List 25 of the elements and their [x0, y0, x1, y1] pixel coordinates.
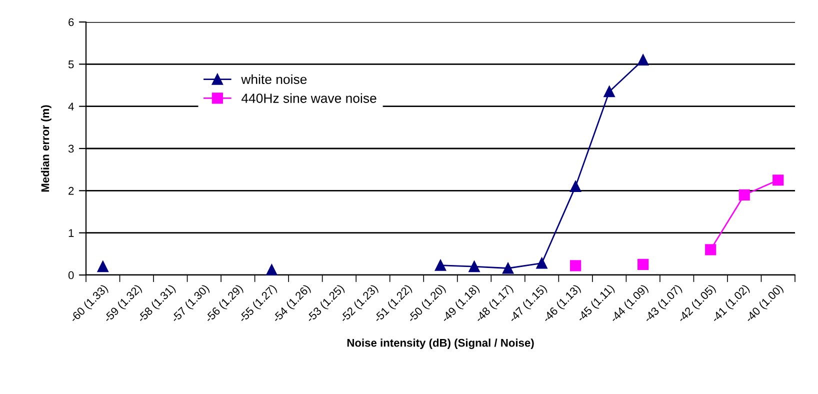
- point: [638, 258, 649, 270]
- point: [468, 261, 480, 272]
- point: [434, 260, 446, 271]
- y-tick-label: 0: [68, 271, 74, 280]
- point: [772, 174, 784, 186]
- y-tick-label: 6: [68, 18, 74, 26]
- y-tick-label: 4: [68, 102, 74, 110]
- point: [266, 264, 278, 276]
- point: [604, 86, 615, 98]
- y-axis-title: Median error (m): [40, 105, 52, 192]
- y-tick-label: 2: [68, 186, 74, 195]
- point: [638, 54, 649, 66]
- point: [570, 180, 582, 192]
- point: [570, 260, 582, 272]
- point: [536, 258, 548, 269]
- point: [705, 244, 716, 256]
- y-tick-label: 3: [68, 144, 74, 153]
- legend-label: white noise: [241, 74, 307, 84]
- point: [502, 262, 514, 274]
- point: [97, 261, 108, 272]
- legend-label: 440Hz sine wave noise: [241, 93, 376, 103]
- y-tick-label: 5: [68, 60, 74, 68]
- y-tick-label: 1: [68, 229, 74, 237]
- x-axis-title: Noise intensity (dB) (Signal / Noise): [347, 338, 534, 350]
- point: [738, 189, 750, 200]
